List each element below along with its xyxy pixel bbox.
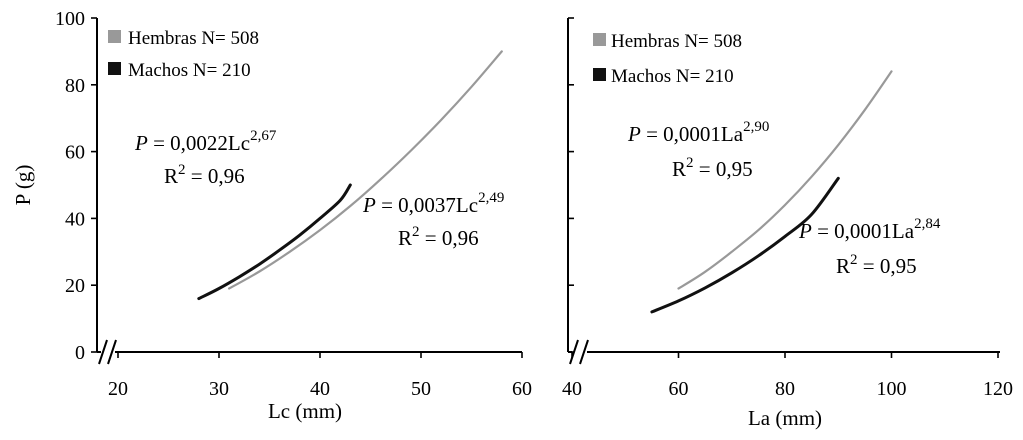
panel-lc-ylabel: P (g) — [11, 165, 35, 206]
eq-exp: 2,90 — [743, 119, 769, 135]
panel-lc-axis-break — [98, 339, 117, 365]
eq-r2-rest: = 0,96 — [420, 226, 479, 250]
series-line-hembras — [228, 50, 503, 290]
x-tick-label: 40 — [562, 378, 582, 400]
eq-r2-sup: 2 — [686, 155, 694, 171]
eq-body: = 0,0001La — [641, 122, 744, 146]
panel-lc: 0 20 40 60 80 100 20 30 40 50 60 P (g) Lc (mm) He… — [11, 8, 532, 423]
equation-hembras-la: P = 0,0001La2,90 R2 = 0,95 — [627, 119, 769, 181]
series-line-machos — [650, 176, 840, 314]
eq-r2-base: R — [672, 157, 686, 181]
y-tick-label: 40 — [65, 208, 85, 230]
svg-text:P = 0,0001La2,84: P = 0,0001La2,84 — [798, 216, 941, 243]
eq-body: = 0,0001La — [812, 219, 915, 243]
svg-text:P = 0,0001La2,90: P = 0,0001La2,90 — [627, 119, 769, 146]
y-tick-label: 100 — [55, 8, 85, 30]
panel-la: 40 60 80 100 120 La (mm) Hembras N= 508 Mach… — [562, 17, 1013, 430]
x-tick-label: 100 — [877, 378, 907, 400]
eq-p: P — [627, 122, 641, 146]
panel-la-x-ticks: 40 60 80 100 120 — [562, 352, 1013, 400]
svg-text:R2 = 0,95: R2 = 0,95 — [836, 252, 917, 278]
eq-r2-rest: = 0,96 — [186, 164, 245, 188]
eq-r2-rest: = 0,95 — [858, 254, 917, 278]
y-tick-label: 0 — [75, 342, 85, 364]
x-tick-label: 40 — [310, 378, 330, 400]
legend-label-hembras: Hembras N= 508 — [128, 28, 259, 49]
eq-r2-sup: 2 — [412, 224, 420, 240]
y-tick-label: 20 — [65, 275, 85, 297]
eq-body: = 0,0022Lc — [148, 131, 250, 155]
panel-lc-xlabel: Lc (mm) — [268, 399, 342, 423]
eq-r2-sup: 2 — [178, 162, 186, 178]
eq-body: = 0,0037Lc — [376, 193, 478, 217]
x-tick-label: 60 — [512, 378, 532, 400]
y-tick-label: 60 — [65, 142, 85, 164]
panel-lc-y-ticks: 0 20 40 60 80 100 — [55, 8, 97, 364]
legend-swatch-hembras — [108, 30, 121, 43]
svg-text:P = 0,0022Lc2,67: P = 0,0022Lc2,67 — [134, 128, 277, 155]
legend-swatch-machos — [108, 62, 121, 75]
legend-swatch-hembras — [593, 33, 606, 46]
eq-r2-base: R — [398, 226, 412, 250]
eq-p: P — [362, 193, 376, 217]
eq-r2-base: R — [836, 254, 850, 278]
legend-label-machos: Machos N= 210 — [611, 66, 734, 87]
svg-text:R2 = 0,96: R2 = 0,96 — [164, 162, 245, 188]
x-tick-label: 60 — [669, 378, 689, 400]
x-tick-label: 30 — [209, 378, 229, 400]
x-tick-label: 20 — [108, 378, 128, 400]
panel-lc-x-ticks: 20 30 40 50 60 — [108, 352, 532, 400]
panel-la-series — [650, 70, 893, 314]
equation-machos-la: P = 0,0001La2,84 R2 = 0,95 — [798, 216, 941, 278]
eq-exp: 2,84 — [914, 216, 941, 232]
equation-hembras-lc: P = 0,0037Lc2,49 R2 = 0,96 — [362, 190, 504, 250]
x-tick-label: 80 — [775, 378, 795, 400]
eq-r2-sup: 2 — [850, 252, 858, 268]
svg-text:R2 = 0,95: R2 = 0,95 — [672, 155, 753, 181]
svg-text:P = 0,0037Lc2,49: P = 0,0037Lc2,49 — [362, 190, 504, 217]
eq-p: P — [798, 219, 812, 243]
panel-lc-series — [197, 50, 503, 301]
panel-la-y-ticks — [568, 17, 574, 353]
eq-exp: 2,67 — [250, 128, 277, 144]
y-tick-label: 80 — [65, 75, 85, 97]
eq-r2-base: R — [164, 164, 178, 188]
equation-machos-lc: P = 0,0022Lc2,67 R2 = 0,96 — [134, 128, 277, 188]
legend-label-machos: Machos N= 210 — [128, 60, 251, 81]
series-line-hembras — [677, 70, 893, 290]
legend-label-hembras: Hembras N= 508 — [611, 31, 742, 52]
eq-r2-rest: = 0,95 — [694, 157, 753, 181]
panel-la-legend: Hembras N= 508 Machos N= 210 — [593, 31, 742, 87]
x-tick-label: 120 — [983, 378, 1013, 400]
svg-text:R2 = 0,96: R2 = 0,96 — [398, 224, 479, 250]
series-line-machos — [197, 183, 352, 301]
panel-lc-legend: Hembras N= 508 Machos N= 210 — [108, 28, 259, 81]
eq-p: P — [134, 131, 148, 155]
eq-exp: 2,49 — [478, 190, 504, 206]
panel-la-xlabel: La (mm) — [748, 406, 822, 430]
x-tick-label: 50 — [411, 378, 431, 400]
legend-swatch-machos — [593, 68, 606, 81]
